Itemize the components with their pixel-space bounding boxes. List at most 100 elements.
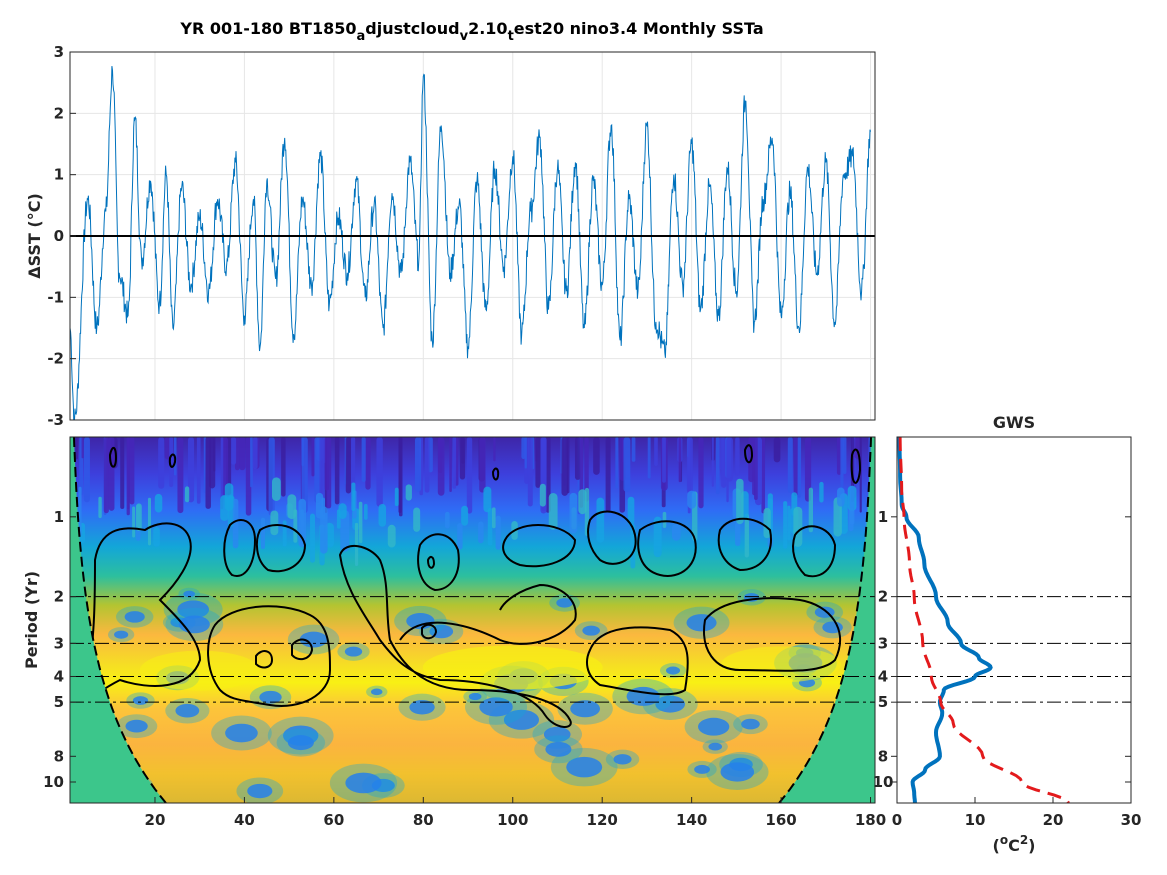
- texture-streak: [521, 437, 526, 460]
- texture-streak: [220, 495, 229, 522]
- x-tick-label: 20: [1043, 811, 1064, 829]
- texture-halo: [737, 589, 766, 606]
- texture-halo: [108, 627, 135, 643]
- timeseries-ylabel: ΔSST (°C): [25, 193, 44, 279]
- cone-edge-left: [73, 437, 167, 803]
- x-tick-label: 20: [145, 811, 166, 829]
- texture-streak: [387, 524, 396, 548]
- texture-halo: [394, 605, 447, 637]
- texture-blob: [177, 600, 210, 619]
- texture-streak: [483, 486, 492, 513]
- texture-halo: [337, 642, 370, 661]
- y-tick-label: 2: [878, 588, 888, 606]
- texture-blob: [468, 692, 482, 701]
- texture-streak: [365, 437, 371, 490]
- texture-streak: [539, 483, 546, 507]
- texture-streak: [334, 437, 340, 505]
- texture-blob: [344, 646, 363, 657]
- x-tick-label: 80: [413, 811, 434, 829]
- texture-streak: [230, 437, 237, 465]
- gws-x-ticks: 0 10 20 30: [892, 797, 1141, 829]
- texture-streak: [849, 485, 855, 525]
- texture-blob: [345, 772, 382, 794]
- gws-power-line: [897, 437, 993, 803]
- texture-halo: [115, 714, 158, 739]
- texture-streak: [787, 505, 791, 541]
- texture-streak: [466, 437, 473, 514]
- texture-streak: [196, 437, 201, 504]
- texture-streak: [378, 503, 387, 527]
- peak-band: [721, 646, 842, 683]
- texture-halo: [702, 739, 728, 754]
- texture-streak: [301, 437, 308, 513]
- texture-streak: [548, 493, 558, 530]
- texture-streak: [268, 437, 275, 516]
- texture-blob: [556, 598, 573, 608]
- y-tick-label: 8: [54, 747, 64, 765]
- texture-streak: [424, 437, 430, 493]
- texture-streak: [631, 437, 636, 462]
- texture-streak: [351, 482, 356, 512]
- texture-streak: [535, 437, 541, 488]
- texture-streak: [364, 503, 368, 520]
- texture-streak: [495, 515, 501, 550]
- texture-blob: [708, 742, 723, 751]
- texture-streak: [793, 506, 803, 547]
- texture-halo: [165, 607, 224, 642]
- texture-streak: [605, 437, 611, 512]
- texture-streak: [445, 511, 450, 529]
- texture-streak: [351, 437, 356, 490]
- y-tick-label: 2: [54, 588, 64, 606]
- y-tick-label: 3: [54, 634, 64, 652]
- wavelet-ylabel: Period (Yr): [22, 571, 41, 669]
- texture-halo: [115, 606, 154, 628]
- sst-anomaly-series: [70, 66, 871, 420]
- texture-streak: [252, 437, 258, 470]
- texture-halo: [126, 692, 155, 709]
- texture-streak: [147, 497, 152, 546]
- texture-streak: [715, 437, 720, 495]
- texture-blob: [665, 666, 681, 675]
- texture-streak: [461, 505, 469, 526]
- texture-streak: [336, 509, 341, 529]
- texture-blob: [259, 690, 282, 704]
- texture-streak: [662, 437, 666, 483]
- texture-blob: [545, 741, 572, 757]
- texture-streak: [205, 437, 211, 509]
- gws-y-ticks: 1 2 3 4 5 8 10: [873, 508, 1131, 791]
- texture-halo: [532, 720, 582, 749]
- texture-streak: [169, 437, 174, 488]
- gws-significance-line: [898, 437, 1070, 803]
- texture-streak: [78, 486, 82, 537]
- cone-edge-right: [778, 437, 872, 803]
- y-tick-label: 1: [54, 508, 64, 526]
- gws-title: GWS: [993, 413, 1035, 432]
- y-tick-label: 3: [878, 634, 888, 652]
- texture-blob: [582, 625, 600, 636]
- texture-streak: [493, 437, 496, 462]
- texture-blob: [686, 614, 717, 632]
- timeseries-panel: -3 -2 -1 0 1 2 3 ΔSST (°C): [25, 43, 876, 429]
- texture-streak: [569, 492, 578, 534]
- texture-streak: [153, 526, 160, 547]
- texture-blob: [409, 700, 435, 715]
- texture-halo: [211, 715, 272, 751]
- texture-halo: [684, 709, 743, 744]
- texture-streak: [245, 437, 252, 516]
- gws-xlabel: (oC2): [993, 833, 1036, 855]
- texture-streak: [81, 437, 84, 459]
- texture-halo: [612, 678, 675, 715]
- texture-streak: [120, 437, 125, 509]
- texture-blob: [183, 590, 195, 598]
- x-tick-label: 180: [855, 811, 886, 829]
- texture-streak: [662, 511, 667, 529]
- texture-streak: [154, 493, 163, 513]
- texture-streak: [177, 437, 184, 514]
- x-tick-label: 10: [965, 811, 986, 829]
- texture-streak: [326, 437, 332, 509]
- texture-halo: [366, 685, 388, 699]
- texture-streak: [414, 437, 422, 492]
- y-tick-label: -2: [47, 350, 64, 368]
- texture-streak: [623, 437, 631, 493]
- texture-streak: [452, 437, 457, 489]
